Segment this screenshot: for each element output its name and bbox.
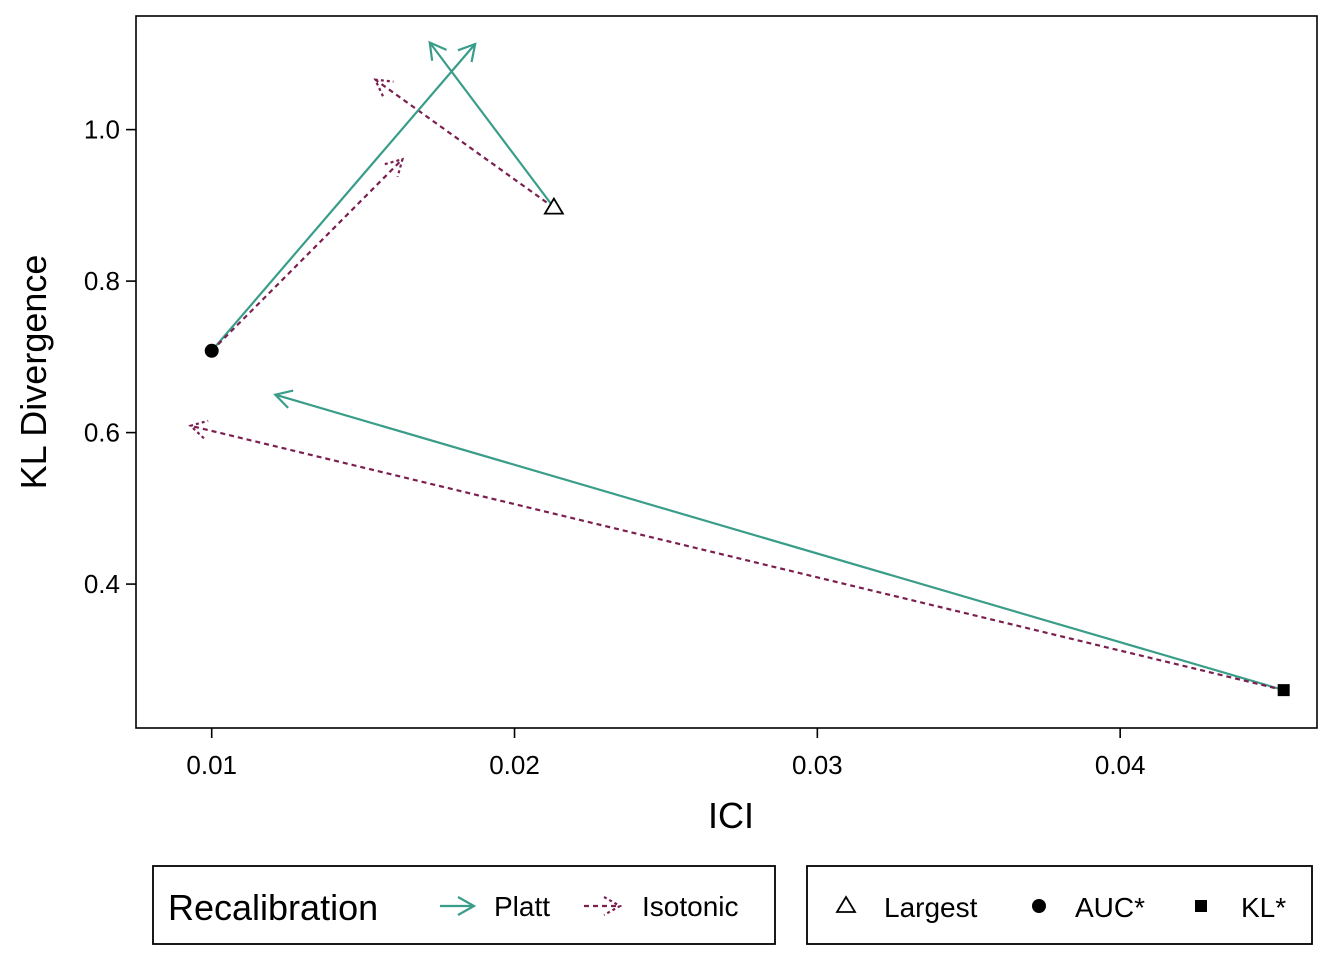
arrow-largest-isotonic — [375, 80, 555, 209]
arrow-auc-isotonic — [210, 159, 403, 352]
point-kl — [1277, 684, 1290, 697]
model-points — [204, 196, 1290, 697]
point-auc — [204, 343, 219, 358]
y-axis: 0.4 0.6 0.8 1.0 — [84, 115, 136, 599]
x-tick-label: 0.03 — [792, 750, 843, 780]
arrow-kl-isotonic — [191, 426, 1284, 692]
recalibration-arrows — [191, 40, 1284, 692]
legend-platt-label: Platt — [494, 891, 550, 922]
legend-auc-label: AUC* — [1075, 892, 1145, 923]
legend-kl-label: KL* — [1241, 892, 1286, 923]
x-axis-title: ICI — [708, 795, 754, 836]
y-axis-title: KL Divergence — [13, 255, 54, 490]
arrow-auc-platt — [210, 42, 477, 352]
legend-isotonic-label: Isotonic — [642, 891, 739, 922]
arrow-kl-platt — [273, 389, 1284, 692]
legend-square-icon — [1195, 900, 1207, 912]
legend-recalibration-title: Recalibration — [168, 887, 378, 928]
arrow-largest-platt — [428, 40, 555, 209]
y-tick-label: 0.4 — [84, 569, 120, 599]
y-tick-label: 0.6 — [84, 418, 120, 448]
point-largest — [543, 196, 565, 215]
y-tick-label: 0.8 — [84, 266, 120, 296]
x-tick-label: 0.02 — [489, 750, 540, 780]
legend-largest-label: Largest — [884, 892, 978, 923]
plot-panel — [135, 15, 1318, 729]
x-tick-label: 0.01 — [186, 750, 237, 780]
x-axis: 0.01 0.02 0.03 0.04 — [186, 728, 1145, 780]
legend-triangle-icon — [835, 895, 857, 913]
legend-models-box — [806, 865, 1313, 945]
x-tick-label: 0.04 — [1095, 750, 1146, 780]
y-tick-label: 1.0 — [84, 115, 120, 145]
legend-models: Largest AUC* KL* — [806, 865, 1313, 945]
legend-circle-icon — [1032, 899, 1046, 913]
legend-recalibration: Recalibration Platt Isotonic — [152, 865, 776, 945]
